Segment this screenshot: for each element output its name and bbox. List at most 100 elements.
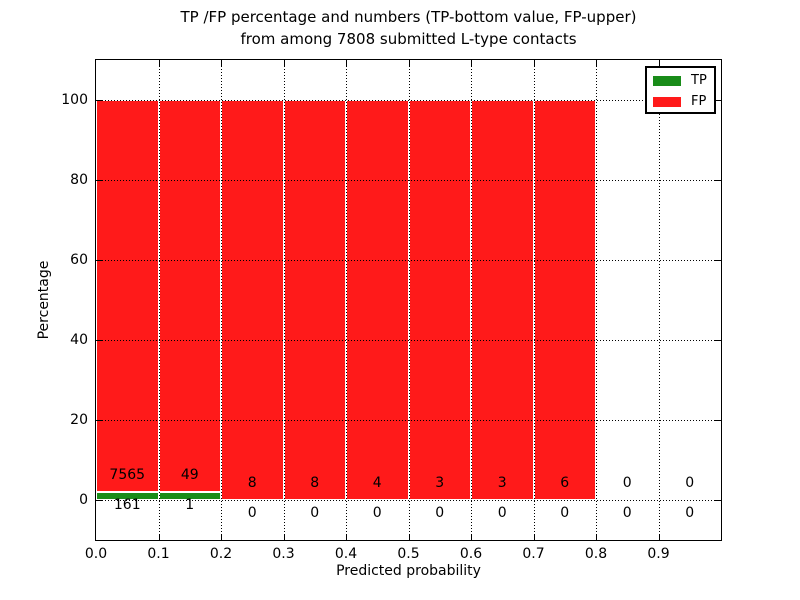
x-tick-mark-top [346,60,347,66]
y-tick-label: 80 [70,172,88,188]
gridline-vertical [159,60,160,540]
y-tick-label: 40 [70,332,88,348]
tp-legend-swatch [653,76,681,86]
gridline-horizontal [96,260,721,261]
tp-count-label: 0 [685,505,695,522]
x-tick-label: 0.9 [647,546,670,562]
tp-count-label: 0 [372,505,382,522]
x-tick-label: 0.5 [397,546,420,562]
legend-label: TP [691,73,707,88]
x-tick-mark-top [284,60,285,66]
fp-count-label: 0 [622,475,632,492]
fp-bar-segment [221,100,284,500]
y-tick-mark-right [715,260,721,261]
fp-count-label: 3 [497,475,507,492]
chart-title-line1: TP /FP percentage and numbers (TP-bottom… [180,8,637,26]
y-tick-mark-left [96,180,102,181]
y-tick-mark-right [715,420,721,421]
y-tick-mark-left [96,500,102,501]
y-axis-label: Percentage [36,260,52,340]
x-tick-label: 0.1 [147,546,170,562]
tp-count-label: 1 [185,497,195,514]
gridline-horizontal [96,340,721,341]
x-tick-mark-bottom [159,534,160,540]
gridline-vertical [409,60,410,540]
x-tick-label: 0.4 [334,546,358,562]
x-tick-mark-bottom [409,534,410,540]
x-tick-mark-top [471,60,472,66]
right-spine [721,59,722,541]
y-tick-mark-left [96,420,102,421]
x-tick-mark-top [659,60,660,66]
y-tick-mark-left [96,340,102,341]
x-axis-label: Predicted probability [336,563,481,579]
fp-count-label: 3 [435,475,445,492]
legend: TP FP [645,66,716,114]
bottom-spine [95,540,722,541]
gridline-vertical [534,60,535,540]
gridline-horizontal [96,100,721,101]
x-tick-mark-bottom [596,534,597,540]
x-tick-mark-top [409,60,410,66]
gridline-horizontal [96,180,721,181]
y-tick-label: 20 [70,412,88,428]
fp-count-label: 8 [310,475,320,492]
fp-bar-segment [158,100,221,492]
x-tick-mark-bottom [659,534,660,540]
x-tick-mark-top [159,60,160,66]
gridline-vertical [346,60,347,540]
x-tick-mark-bottom [284,534,285,540]
y-tick-mark-right [715,340,721,341]
tp-count-label: 0 [560,505,570,522]
x-tick-mark-bottom [534,534,535,540]
x-tick-mark-top [221,60,222,66]
fp-count-label: 6 [560,475,570,492]
fp-bar-segment [533,100,596,500]
gridline-vertical [221,60,222,540]
top-spine [95,59,722,60]
y-tick-mark-left [96,100,102,101]
fp-bar-segment [96,100,159,492]
tp-count-label: 161 [113,496,141,513]
y-tick-mark-right [715,180,721,181]
fp-bar-segment [471,100,534,500]
tp-count-label: 0 [435,505,445,522]
fp-bar-segment [408,100,471,500]
x-tick-mark-bottom [471,534,472,540]
chart-title: TP /FP percentage and numbers (TP-bottom… [96,6,721,50]
legend-entry: TP [647,71,714,91]
y-tick-label: 100 [61,92,88,108]
gridline-vertical [471,60,472,540]
tp-count-label: 0 [497,505,507,522]
legend-entry: FP [647,92,714,112]
x-tick-mark-top [596,60,597,66]
x-tick-label: 0.2 [209,546,233,562]
tp-count-label: 0 [622,505,632,522]
y-tick-label: 60 [70,252,88,268]
chart-title-line2: from among 7808 submitted L-type contact… [240,30,577,48]
left-spine [95,59,96,541]
x-tick-label: 0.6 [459,546,483,562]
fp-count-label: 7565 [109,466,146,483]
tp-bar-segment [158,492,221,500]
y-tick-mark-left [96,260,102,261]
x-tick-label: 0.3 [272,546,295,562]
gridline-horizontal [96,420,721,421]
x-tick-label: 0.8 [584,546,608,562]
x-tick-label: 0.0 [84,546,108,562]
y-tick-mark-right [715,500,721,501]
plot-area: 7565 161 49 1 8 0 8 0 4 0 3 0 3 0 6 0 0 0 0 0 [96,60,721,540]
y-tick-mark-right [715,100,721,101]
gridline-vertical [659,60,660,540]
fp-bar-segment [283,100,346,500]
fp-count-label: 8 [247,475,257,492]
tp-count-label: 0 [247,505,257,522]
gridline-vertical [596,60,597,540]
fp-bar-segment [346,100,409,500]
x-tick-mark-top [534,60,535,66]
tp-bar-segment [96,491,159,500]
legend-label: FP [691,94,707,109]
x-tick-mark-bottom [346,534,347,540]
gridline-horizontal [96,500,721,501]
